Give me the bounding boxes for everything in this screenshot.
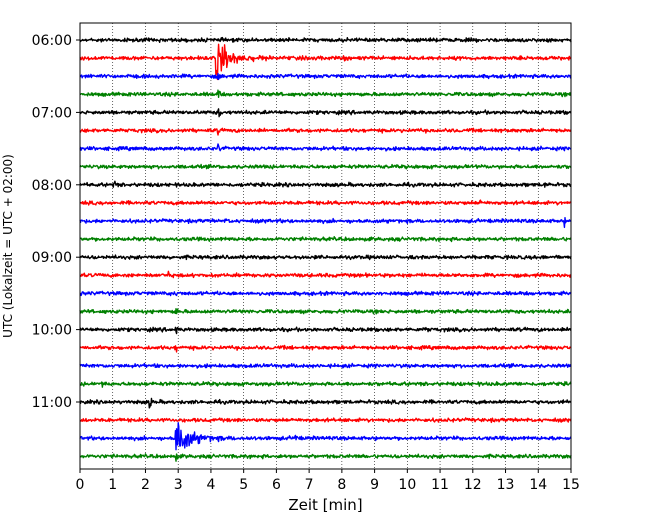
x-tick-label: 2 bbox=[141, 477, 150, 493]
trace-row-1045 bbox=[79, 380, 572, 388]
trace-row-1015 bbox=[79, 344, 572, 353]
trace-row-0745 bbox=[79, 163, 572, 170]
trace-row-0945 bbox=[79, 308, 572, 315]
trace-row-0600 bbox=[79, 36, 572, 44]
trace-row-0700 bbox=[79, 108, 572, 118]
trace-row-0730 bbox=[79, 143, 572, 152]
trace-group bbox=[79, 36, 572, 462]
x-tick-label: 10 bbox=[398, 477, 416, 493]
trace-row-0630 bbox=[79, 72, 572, 81]
trace-row-0815 bbox=[79, 199, 572, 206]
x-tick-label: 15 bbox=[562, 477, 580, 493]
y-tick-label: 06:00 bbox=[32, 33, 72, 49]
x-tick-label: 4 bbox=[206, 477, 215, 493]
trace-row-1000 bbox=[79, 326, 572, 335]
trace-row-0845 bbox=[79, 235, 572, 243]
trace-row-0715 bbox=[79, 127, 572, 136]
x-tick-label: 7 bbox=[305, 477, 314, 493]
x-tick-label: 0 bbox=[76, 477, 85, 493]
y-tick-label: 09:00 bbox=[32, 250, 72, 266]
grid-lines bbox=[112, 23, 539, 469]
y-tick-label: 11:00 bbox=[32, 395, 72, 411]
x-tick-label: 1 bbox=[108, 477, 117, 493]
x-tick-label: 14 bbox=[529, 477, 547, 493]
y-axis-title: UTC (Lokalzeit = UTC + 02:00) bbox=[1, 154, 15, 338]
trace-row-1130 bbox=[79, 422, 572, 451]
trace-row-0800 bbox=[79, 180, 572, 188]
trace-row-0900 bbox=[79, 254, 572, 261]
trace-row-1100 bbox=[79, 397, 572, 409]
x-tick-label: 8 bbox=[337, 477, 346, 493]
x-axis-title: Zeit [min] bbox=[288, 496, 362, 514]
x-tick-label: 5 bbox=[239, 477, 248, 493]
y-tick-label: 10:00 bbox=[32, 323, 72, 339]
y-tick-label: 08:00 bbox=[32, 178, 72, 194]
x-tick-label: 6 bbox=[272, 477, 281, 493]
trace-row-1115 bbox=[79, 417, 572, 424]
trace-row-1030 bbox=[79, 362, 572, 369]
trace-row-0830 bbox=[79, 216, 572, 229]
x-tick-label: 9 bbox=[370, 477, 379, 493]
trace-row-0615 bbox=[79, 43, 572, 81]
x-tick-label: 12 bbox=[464, 477, 482, 493]
x-tick-label: 13 bbox=[497, 477, 515, 493]
trace-row-1145 bbox=[79, 453, 572, 462]
trace-row-0915 bbox=[79, 270, 572, 279]
trace-row-0645 bbox=[79, 89, 572, 99]
x-tick-label: 11 bbox=[431, 477, 449, 493]
y-tick-label: 07:00 bbox=[32, 105, 72, 121]
x-axis-ticks: 0 1 2 3 4 5 6 7 8 9 10 11 12 13 14 15 bbox=[76, 469, 580, 493]
y-axis-ticks: 06:00 07:00 08:00 09:00 10:00 11:00 bbox=[32, 33, 80, 411]
x-tick-label: 3 bbox=[174, 477, 183, 493]
trace-row-0930 bbox=[79, 290, 572, 297]
plot-frame bbox=[79, 22, 572, 470]
